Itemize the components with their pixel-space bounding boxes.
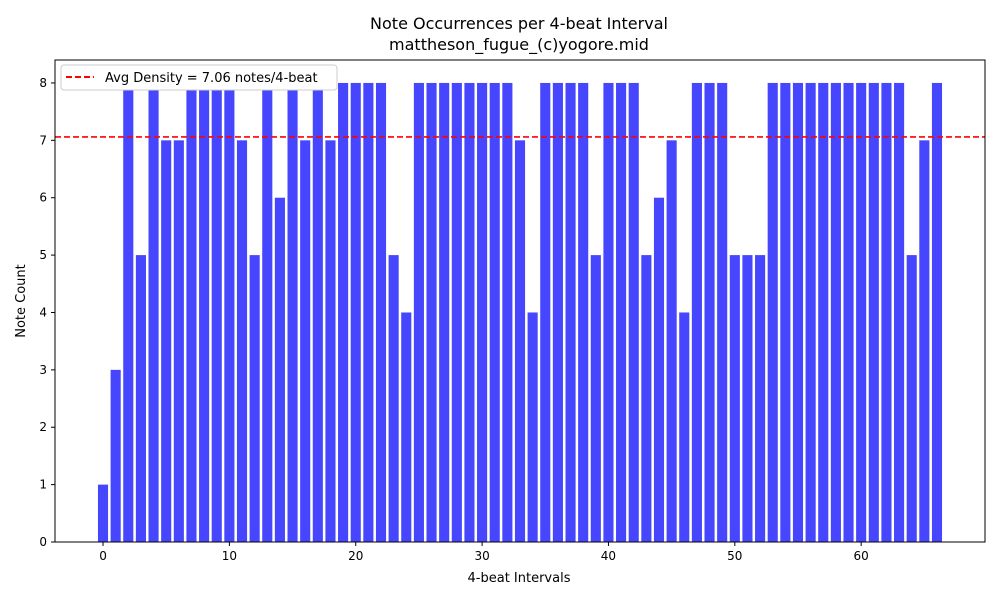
bar-40 xyxy=(603,82,614,542)
x-tick-label-60: 60 xyxy=(854,549,869,563)
y-tick-label-7: 7 xyxy=(39,133,47,147)
bar-46 xyxy=(679,312,690,542)
bar-54 xyxy=(780,82,791,542)
x-tick-label-20: 20 xyxy=(348,549,363,563)
bar-44 xyxy=(653,197,665,542)
bar-2 xyxy=(123,82,134,542)
legend-box xyxy=(60,64,338,91)
bar-39 xyxy=(590,255,601,542)
bar-66 xyxy=(931,82,943,542)
bar-32 xyxy=(502,82,513,542)
bar-34 xyxy=(527,312,538,542)
bar-23 xyxy=(388,255,399,542)
x-tick-label-40: 40 xyxy=(601,549,616,563)
bar-52 xyxy=(755,255,766,542)
ticks-layer: 0 10 20 30 40 50 60 0 1 2 3 4 5 6 7 8 xyxy=(39,76,868,563)
y-tick-label-2: 2 xyxy=(39,420,47,434)
y-tick-label-3: 3 xyxy=(39,363,47,377)
bar-10 xyxy=(224,82,235,542)
chart-subtitle: mattheson_fugue_(c)yogore.mid xyxy=(389,35,649,55)
bar-27 xyxy=(439,82,450,542)
bar-53 xyxy=(767,82,778,542)
bar-55 xyxy=(792,82,804,542)
bar-22 xyxy=(375,82,387,542)
bar-61 xyxy=(868,82,879,542)
bar-62 xyxy=(881,82,892,542)
bar-19 xyxy=(338,82,349,542)
bar-31 xyxy=(489,82,500,542)
bar-38 xyxy=(578,82,589,542)
bar-8 xyxy=(199,82,210,542)
bar-9 xyxy=(211,82,222,542)
bar-0 xyxy=(97,484,109,542)
bar-63 xyxy=(894,82,905,542)
bar-3 xyxy=(135,255,146,542)
y-tick-label-6: 6 xyxy=(39,191,47,205)
x-tick-label-10: 10 xyxy=(222,549,237,563)
y-axis-label: Note Count xyxy=(14,264,29,338)
bar-56 xyxy=(805,82,816,542)
legend: Avg Density = 7.06 notes/4-beat xyxy=(60,64,338,91)
bar-65 xyxy=(919,140,930,542)
bar-25 xyxy=(413,82,424,542)
bar-45 xyxy=(666,140,677,542)
bar-29 xyxy=(464,82,475,542)
bars-layer xyxy=(97,82,943,542)
bar-59 xyxy=(843,82,854,542)
x-tick-label-0: 0 xyxy=(99,549,107,563)
bar-26 xyxy=(426,82,437,542)
bar-28 xyxy=(451,82,462,542)
y-tick-label-4: 4 xyxy=(39,305,47,319)
bar-41 xyxy=(616,82,627,542)
bar-7 xyxy=(186,82,197,542)
bar-4 xyxy=(148,82,159,542)
bar-17 xyxy=(312,82,323,542)
bar-51 xyxy=(742,255,753,542)
bar-58 xyxy=(830,82,841,542)
bar-47 xyxy=(691,82,702,542)
bar-37 xyxy=(565,82,576,542)
y-tick-label-8: 8 xyxy=(39,76,47,90)
bar-12 xyxy=(249,255,260,542)
y-tick-label-5: 5 xyxy=(39,248,47,262)
bar-48 xyxy=(704,82,715,542)
chart-title: Note Occurrences per 4-beat Interval xyxy=(370,14,668,33)
bar-18 xyxy=(325,140,336,542)
y-tick-label-0: 0 xyxy=(39,535,47,549)
y-tick-label-1: 1 xyxy=(39,478,47,492)
bar-14 xyxy=(274,197,285,542)
x-tick-label-30: 30 xyxy=(474,549,489,563)
bar-35 xyxy=(540,82,551,542)
bar-50 xyxy=(729,255,740,542)
bar-43 xyxy=(641,255,652,542)
bar-5 xyxy=(161,140,172,542)
bar-24 xyxy=(401,312,412,542)
bar-64 xyxy=(906,255,917,542)
bar-30 xyxy=(477,82,488,542)
bar-11 xyxy=(236,140,248,542)
bar-60 xyxy=(856,82,867,542)
x-axis-label: 4-beat Intervals xyxy=(468,571,571,586)
bar-20 xyxy=(350,82,361,542)
bar-42 xyxy=(628,82,639,542)
bar-57 xyxy=(818,82,829,542)
legend-label-average: Avg Density = 7.06 notes/4-beat xyxy=(105,71,318,86)
axes-layer xyxy=(54,59,986,543)
bar-16 xyxy=(300,140,311,542)
bar-6 xyxy=(173,140,184,542)
x-tick-label-50: 50 xyxy=(727,549,742,563)
plot-frame xyxy=(54,59,986,543)
bar-13 xyxy=(262,82,273,542)
bar-21 xyxy=(363,82,374,542)
bar-33 xyxy=(514,140,526,542)
bar-15 xyxy=(287,82,298,542)
bar-36 xyxy=(552,82,563,542)
bar-1 xyxy=(110,369,121,542)
bar-49 xyxy=(717,82,728,542)
